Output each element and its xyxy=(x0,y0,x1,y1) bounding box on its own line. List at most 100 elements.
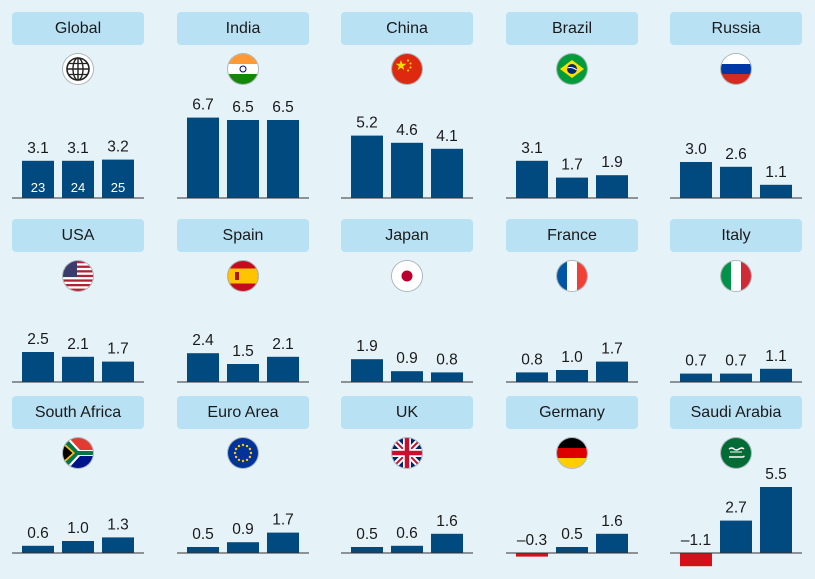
value-label: 0.8 xyxy=(521,351,543,368)
bar xyxy=(187,547,219,553)
bar xyxy=(596,533,628,553)
value-label: 1.7 xyxy=(272,512,294,529)
bar xyxy=(431,372,463,382)
bar xyxy=(680,373,712,382)
year-label: 25 xyxy=(111,180,125,195)
value-label: 1.5 xyxy=(232,343,254,360)
bar-chart: 0.5 0.9 1.7 xyxy=(177,512,309,554)
country-title: USA xyxy=(12,219,144,252)
value-label: 4.1 xyxy=(436,128,458,145)
bar-chart: 0.5 0.6 1.6 xyxy=(341,513,473,554)
bar xyxy=(22,160,54,198)
saudi-flag-icon xyxy=(721,438,751,468)
value-label: 0.8 xyxy=(436,351,458,368)
value-label: –0.3 xyxy=(517,532,547,549)
bar xyxy=(431,148,463,198)
value-label: 2.6 xyxy=(725,146,747,163)
bar xyxy=(62,160,94,198)
value-label: –1.1 xyxy=(681,532,711,549)
bar xyxy=(351,547,383,553)
value-label: 2.1 xyxy=(67,336,89,353)
value-label: 0.7 xyxy=(725,353,747,370)
value-label: 1.0 xyxy=(561,349,583,366)
value-label: 1.1 xyxy=(765,348,787,365)
bar xyxy=(516,553,548,557)
value-label: 1.1 xyxy=(765,164,787,181)
bar-chart: 3.1 23 3.1 24 3.2 25 xyxy=(12,139,144,199)
bar xyxy=(102,159,134,198)
bar xyxy=(720,520,752,553)
bar-chart: –0.3 0.5 1.6 xyxy=(506,513,638,557)
country-title: Spain xyxy=(177,219,309,252)
value-label: 5.5 xyxy=(765,466,787,483)
bar xyxy=(62,541,94,553)
country-title: UK xyxy=(341,396,473,429)
value-label: 1.9 xyxy=(601,154,623,171)
bar xyxy=(102,537,134,553)
italy-flag-icon xyxy=(721,261,751,291)
country-title: Germany xyxy=(506,396,638,429)
russia-flag-icon xyxy=(721,54,751,84)
year-label: 23 xyxy=(31,180,45,195)
bar-chart: 2.4 1.5 2.1 xyxy=(177,332,309,383)
bar-chart: 0.7 0.7 1.1 xyxy=(670,348,802,383)
bar xyxy=(680,553,712,567)
country-title: Brazil xyxy=(506,12,638,45)
value-label: 1.7 xyxy=(107,341,129,358)
value-label: 0.9 xyxy=(396,350,418,367)
country-title: Saudi Arabia xyxy=(670,396,802,429)
bar xyxy=(516,372,548,382)
country-title: Russia xyxy=(670,12,802,45)
eu-flag-icon xyxy=(228,438,258,468)
country-title: Global xyxy=(12,12,144,45)
south-africa-flag-icon xyxy=(63,438,93,468)
bar xyxy=(760,184,792,198)
value-label: 6.7 xyxy=(192,97,214,114)
bar xyxy=(187,117,219,198)
value-label: 1.6 xyxy=(601,513,623,530)
country-title: Japan xyxy=(341,219,473,252)
bar xyxy=(351,135,383,198)
value-label: 0.6 xyxy=(27,525,49,542)
bar xyxy=(760,487,792,553)
value-label: 0.5 xyxy=(192,526,214,543)
bar-chart: 0.6 1.0 1.3 xyxy=(12,516,144,554)
bar xyxy=(22,545,54,553)
bar xyxy=(102,361,134,382)
bar xyxy=(267,356,299,382)
bar-chart: 5.2 4.6 4.1 xyxy=(341,115,473,199)
bar xyxy=(391,142,423,198)
value-label: 6.5 xyxy=(232,99,254,116)
value-label: 0.5 xyxy=(561,526,583,543)
country-title: France xyxy=(506,219,638,252)
bar xyxy=(227,120,259,198)
brazil-flag-icon xyxy=(557,54,587,84)
bar xyxy=(431,533,463,553)
value-label: 3.1 xyxy=(521,140,543,157)
bar-chart: 6.7 6.5 6.5 xyxy=(177,97,309,199)
bar-chart: 1.9 0.9 0.8 xyxy=(341,338,473,383)
value-label: 1.7 xyxy=(601,341,623,358)
bar xyxy=(391,545,423,553)
value-label: 1.7 xyxy=(561,157,583,174)
bar xyxy=(556,547,588,553)
value-label: 3.2 xyxy=(107,139,129,156)
bar xyxy=(720,166,752,198)
bar xyxy=(516,160,548,198)
value-label: 3.0 xyxy=(685,141,707,158)
bar xyxy=(680,162,712,198)
bar xyxy=(596,175,628,198)
bar xyxy=(227,364,259,382)
value-label: 4.6 xyxy=(396,122,418,139)
globe-icon xyxy=(63,54,93,84)
bar xyxy=(720,373,752,382)
country-title: India xyxy=(177,12,309,45)
india-flag-icon xyxy=(228,54,258,84)
bar xyxy=(391,371,423,382)
value-label: 1.3 xyxy=(107,516,129,533)
bar xyxy=(556,177,588,198)
bar-chart: 3.1 1.7 1.9 xyxy=(506,140,638,199)
country-title: Italy xyxy=(670,219,802,252)
value-label: 0.9 xyxy=(232,521,254,538)
